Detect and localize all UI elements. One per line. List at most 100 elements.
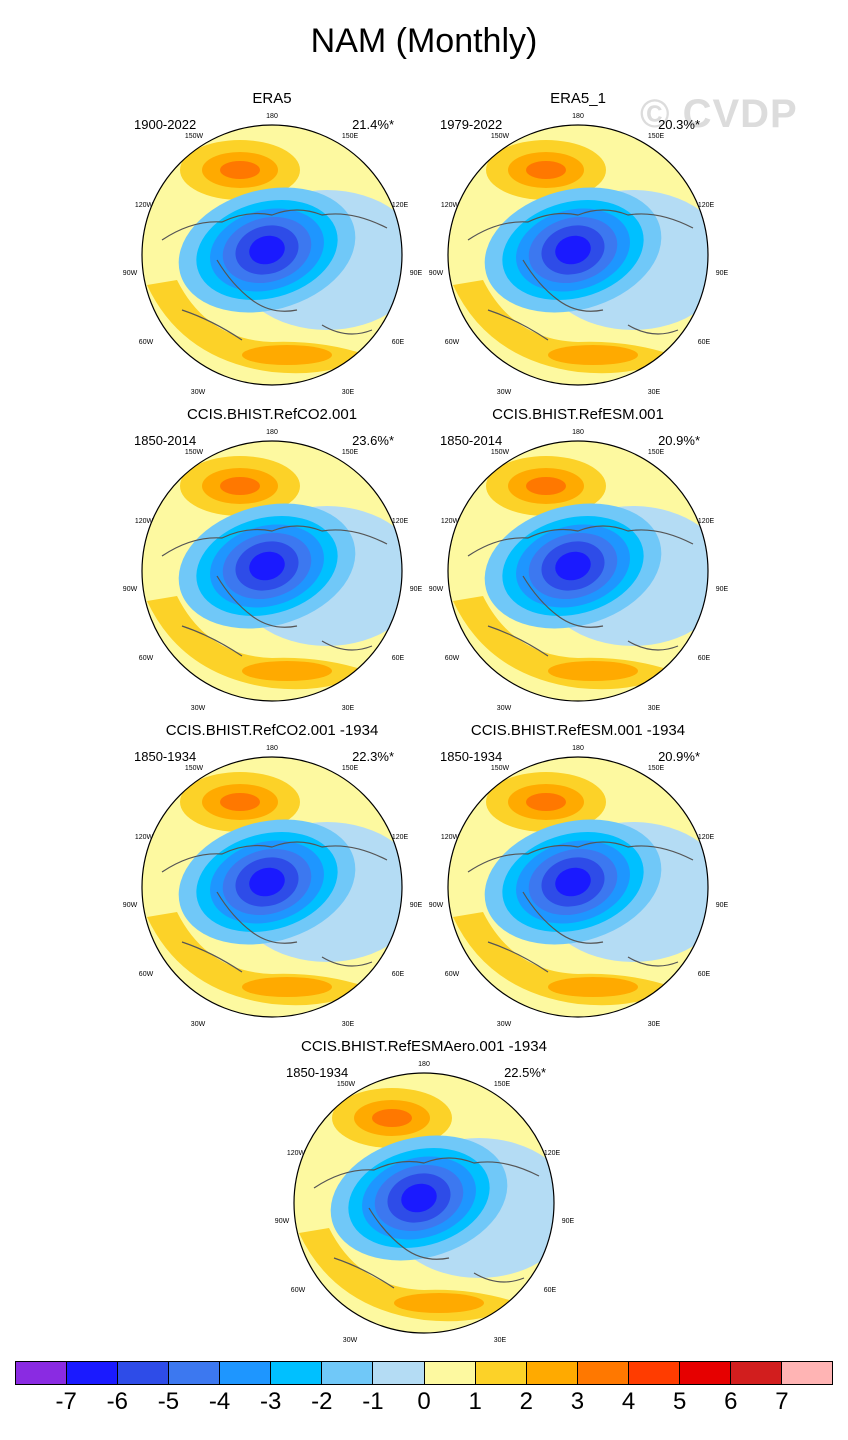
coastlines [313,1157,540,1289]
grid-label-lr: 60E [698,971,711,978]
grid-label-ul: 120W [441,518,460,525]
grid-label-ll: 60W [445,339,460,346]
colorbar-label: -6 [106,1388,128,1415]
colorbar-swatch [322,1362,374,1384]
grid-label-top: 180 [266,745,278,752]
grid-label-ll: 60W [139,971,154,978]
colorbar-label: -2 [311,1388,333,1415]
panel-years: 1900-2022 [134,117,197,132]
grid-label-lr: 60E [392,339,405,346]
colorbar-label: 7 [775,1388,789,1415]
colorbar-label: 6 [724,1388,738,1415]
grid-label-bl: 30W [497,705,512,712]
panel-years: 1850-2014 [440,433,503,448]
colorbar-swatch [781,1362,832,1384]
grid-label-ur: 120E [392,202,409,209]
grid-label-r: 90E [410,270,422,277]
map-panel: CCIS.BHIST.RefESMAero.001 -1934 1850-193… [274,1038,574,1344]
colorbar-label: 3 [570,1388,585,1415]
grid-label-tr: 150E [648,133,665,140]
colorbar-label: -7 [55,1388,77,1415]
grid-label-br: 30E [648,389,661,396]
colorbar-swatch [169,1362,221,1384]
panel-years: 1850-2014 [134,433,197,448]
grid-label-br: 30E [648,1021,661,1028]
pacific-positive-peak [526,161,566,179]
grid-label-br: 30E [342,1021,355,1028]
atlantic-positive-core [242,977,332,997]
map-border [447,124,709,386]
grid-label-ul: 120W [135,834,154,841]
colorbar-swatch [424,1362,476,1384]
map-border [141,124,403,386]
arctic-negative-anomaly [555,551,591,581]
panel-years: 1850-1934 [440,749,503,764]
panel-title: CCIS.BHIST.RefCO2.001 [186,406,358,423]
grid-label-lr: 60E [698,339,711,346]
grid-label-r: 90E [716,270,728,277]
atlantic-positive-core [242,345,332,365]
grid-label-ll: 60W [445,655,460,662]
grid-label-top: 180 [266,113,278,120]
grid-label-l: 90W [123,270,138,277]
colorbar-label: -1 [362,1388,384,1415]
panel-title: CCIS.BHIST.RefESM.001 [492,406,664,423]
grid-label-tr: 150E [494,1081,511,1088]
grid-label-r: 90E [716,902,728,909]
grid-label-ur: 120E [544,1150,561,1157]
colorbar-swatch [118,1362,170,1384]
grid-label-tl: 150W [337,1081,356,1088]
grid-label-tl: 150W [185,133,204,140]
grid-label-bl: 30W [497,1021,512,1028]
grid-label-bl: 30W [343,1337,358,1344]
colorbar-swatch [475,1362,527,1384]
arctic-negative-anomaly [401,1183,437,1213]
colorbar-label: -5 [157,1388,180,1415]
colorbar-label: 1 [468,1388,482,1415]
panel-variance: 23.6%* [352,433,394,448]
grid-label-top: 180 [418,1061,430,1068]
grid-label-lr: 60E [392,971,405,978]
polar-map: 180150W150E120W120E90W90E60W60E30W30E0 [123,745,422,1028]
colorbar-swatch [730,1362,782,1384]
grid-label-bl: 30W [497,389,512,396]
pacific-positive-peak [220,161,260,179]
grid-label-ur: 120E [698,518,715,525]
grid-label-ll: 60W [291,1287,306,1294]
arctic-negative-anomaly [249,551,285,581]
coastlines [467,525,694,657]
polar-map: 180150W150E120W120E90W90E60W60E30W30E0 [429,429,728,712]
grid-label-l: 90W [275,1218,290,1225]
grid-label-lr: 60E [544,1287,557,1294]
polar-map: 180150W150E120W120E90W90E60W60E30W30E0 [123,113,422,396]
arctic-negative-anomaly [555,867,591,897]
grid-label-ur: 120E [698,202,715,209]
colorbar-label: 5 [672,1388,687,1415]
panel-title: CCIS.BHIST.RefCO2.001 -1934 [165,722,379,739]
panel-variance: 20.3%* [658,117,700,132]
grid-label-bl: 30W [191,389,206,396]
grid-label-tr: 150E [648,449,665,456]
grid-label-l: 90W [123,902,138,909]
pacific-positive-peak [372,1109,412,1127]
panel-variance: 21.4%* [352,117,394,132]
grid-label-ur: 120E [392,834,409,841]
grid-label-tr: 150E [342,765,359,772]
grid-label-ul: 120W [287,1150,306,1157]
grid-label-br: 30E [342,389,355,396]
grid-label-bl: 30W [191,705,206,712]
panel-years: 1850-1934 [286,1065,349,1080]
arctic-negative-anomaly [249,867,285,897]
map-border [447,440,709,702]
polar-map: 180150W150E120W120E90W90E60W60E30W30E0 [429,113,728,396]
grid-label-br: 30E [648,705,661,712]
map-border [141,440,403,702]
grid-label-ur: 120E [698,834,715,841]
grid-label-ll: 60W [139,339,154,346]
grid-label-ur: 120E [392,518,409,525]
map-panel: CCIS.BHIST.RefCO2.001 1850-2014 23.6%* 1… [122,406,422,712]
coastlines [467,209,694,341]
panel-title: CCIS.BHIST.RefESM.001 -1934 [470,722,686,739]
colorbar-swatch [271,1362,323,1384]
grid-label-top: 180 [572,745,584,752]
